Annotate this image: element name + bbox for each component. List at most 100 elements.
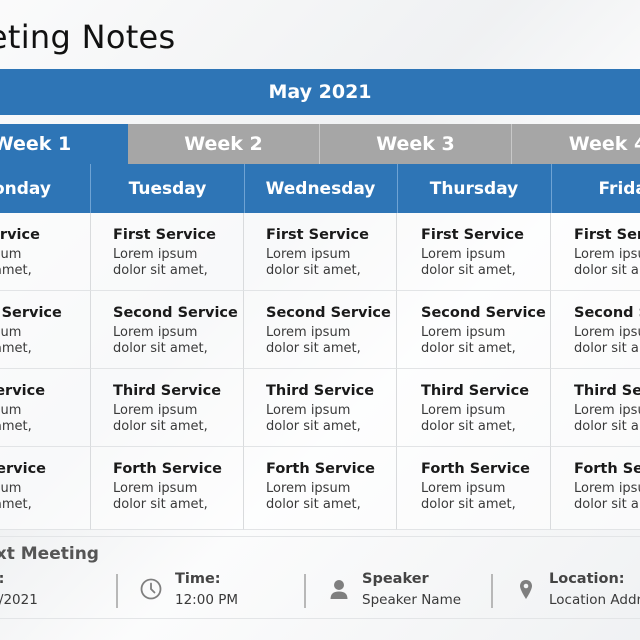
description-line: Lorem ipsum <box>421 247 506 262</box>
divider <box>0 618 640 619</box>
schedule-cell-wednesday-2: Second Service Lorem ipsum dolor sit amet, <box>244 291 397 369</box>
description-line: dolor sit amet, <box>0 340 32 356</box>
day-headers: Monday Tuesday Wednesday Thursday Friday <box>0 164 640 213</box>
description-line: dolor sit amet, <box>266 262 361 278</box>
separator <box>116 574 118 608</box>
service-title: Third Service <box>574 383 640 399</box>
tab-week-3[interactable]: Week 3 <box>320 124 512 164</box>
tab-week-1[interactable]: Week 1 <box>0 124 128 164</box>
description-line: Lorem ipsum <box>113 403 198 418</box>
description-line: dolor sit amet, <box>574 496 640 512</box>
schedule-cell-wednesday-3: Third Service Lorem ipsum dolor sit amet, <box>244 369 397 447</box>
service-title: First Service <box>266 227 369 243</box>
person-icon <box>330 579 348 605</box>
description-line: Lorem ipsum <box>574 403 640 418</box>
next-meeting-heading: Next Meeting <box>0 544 99 564</box>
description-line: Lorem ipsum <box>266 247 351 262</box>
date-value: 01/01/2021 <box>0 592 38 608</box>
description-line: dolor sit amet, <box>113 496 208 512</box>
meeting-date: Date: 01/01/2021 <box>0 570 110 610</box>
service-title: Third Service <box>113 383 222 399</box>
description-line: Lorem ipsum <box>266 481 351 496</box>
service-title: Third Service <box>421 383 530 399</box>
schedule-cell-thursday-2: Second Service Lorem ipsum dolor sit amet, <box>397 291 551 369</box>
service-title: First Service <box>421 227 524 243</box>
schedule-cell-thursday-4: Forth Service Lorem ipsum dolor sit amet, <box>397 447 551 530</box>
day-label: Friday <box>598 178 640 199</box>
service-title: First Service <box>0 227 40 243</box>
service-title: Second Service <box>0 305 62 321</box>
meeting-time: Time: 12:00 PM <box>175 570 295 610</box>
description-line: dolor sit amet, <box>574 340 640 356</box>
service-title: Forth Service <box>0 461 47 477</box>
location-label: Location: <box>549 571 625 587</box>
description-line: Lorem ipsum <box>574 481 640 496</box>
service-title: Second Service <box>113 305 238 321</box>
description-line: dolor sit amet, <box>266 418 361 434</box>
schedule-cell-wednesday-4: Forth Service Lorem ipsum dolor sit amet, <box>244 447 397 530</box>
description-line: Lorem ipsum <box>113 325 198 340</box>
description-line: Lorem ipsum <box>0 247 22 262</box>
description-line: Lorem ipsum <box>421 481 506 496</box>
day-header-wednesday: Wednesday <box>244 164 398 213</box>
service-title: Forth Service <box>421 461 531 477</box>
description-line: Lorem ipsum <box>421 403 506 418</box>
day-header-friday: Friday <box>551 164 640 213</box>
service-title: First Service <box>113 227 216 243</box>
description-line: dolor sit amet, <box>266 496 361 512</box>
day-label: Wednesday <box>265 178 376 199</box>
schedule-cell-wednesday-1: First Service Lorem ipsum dolor sit amet, <box>244 213 397 291</box>
month-header: May 2021 <box>0 69 640 115</box>
clock-icon <box>140 578 162 604</box>
week-tabs: Week 1 Week 2 Week 3 Week 4 <box>0 124 640 164</box>
service-title: Second Service <box>421 305 546 321</box>
map-pin-icon <box>519 579 533 605</box>
month-label: May 2021 <box>268 81 372 103</box>
meeting-speaker: Speaker Speaker Name <box>362 570 492 610</box>
service-title: Third Service <box>0 383 46 399</box>
schedule-cell-tuesday-2: Second Service Lorem ipsum dolor sit amet, <box>91 291 244 369</box>
schedule-cell-tuesday-1: First Service Lorem ipsum dolor sit amet, <box>91 213 244 291</box>
service-title: Forth Service <box>574 461 640 477</box>
description-line: dolor sit amet, <box>113 340 208 356</box>
description-line: Lorem ipsum <box>113 247 198 262</box>
tab-week-2[interactable]: Week 2 <box>128 124 320 164</box>
date-label: Date: <box>0 571 4 587</box>
day-label: Monday <box>0 178 51 199</box>
day-label: Tuesday <box>128 178 207 199</box>
tab-week-4[interactable]: Week 4 <box>512 124 640 164</box>
service-title: Third Service <box>266 383 375 399</box>
description-line: Lorem ipsum <box>0 325 22 340</box>
description-line: Lorem ipsum <box>574 325 640 340</box>
time-label: Time: <box>175 571 221 587</box>
separator <box>491 574 493 608</box>
service-title: First Service <box>574 227 640 243</box>
schedule-cell-tuesday-4: Forth Service Lorem ipsum dolor sit amet, <box>91 447 244 530</box>
description-line: dolor sit amet, <box>113 262 208 278</box>
service-title: Forth Service <box>266 461 376 477</box>
description-line: Lorem ipsum <box>0 403 22 418</box>
divider <box>0 536 640 537</box>
speaker-label: Speaker <box>362 571 429 587</box>
schedule-cell-thursday-1: First Service Lorem ipsum dolor sit amet, <box>397 213 551 291</box>
description-line: dolor sit amet, <box>421 418 516 434</box>
